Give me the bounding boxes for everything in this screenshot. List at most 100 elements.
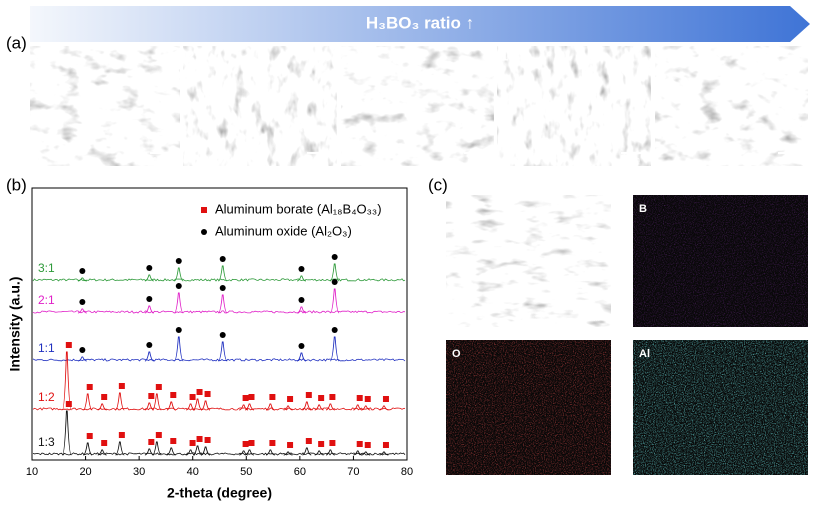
peak <box>353 404 363 411</box>
scale-label: 100 nm <box>576 316 600 323</box>
marker <box>196 436 203 442</box>
x-tick-label: 40 <box>187 466 199 478</box>
peak <box>152 393 162 411</box>
x-tick-label: 20 <box>79 466 91 478</box>
peak <box>83 393 93 411</box>
y-axis-label: Intensity (a.u.) <box>7 277 23 372</box>
peak <box>186 449 196 456</box>
marker <box>287 396 294 402</box>
peak <box>361 451 371 456</box>
peak <box>115 441 125 456</box>
peak <box>379 405 389 411</box>
peak <box>379 451 389 456</box>
x-axis-label: 2-theta (degree) <box>167 485 272 501</box>
series-label: 1:1 <box>38 341 55 355</box>
peak <box>201 400 211 411</box>
peak <box>283 451 293 456</box>
marker <box>298 343 305 349</box>
marker <box>79 299 86 305</box>
peak <box>115 392 125 411</box>
peak <box>353 450 363 456</box>
scale-label: 1 μm <box>310 157 326 164</box>
x-tick-label: 80 <box>401 466 413 478</box>
marker <box>148 393 155 399</box>
marker <box>331 279 338 285</box>
marker <box>65 401 72 407</box>
peak <box>265 449 275 456</box>
x-tick-label: 70 <box>347 466 359 478</box>
marker <box>269 440 276 446</box>
scale-label: 1 μm <box>153 157 169 164</box>
map-label: Al <box>639 348 650 360</box>
peak <box>218 341 228 362</box>
marker <box>331 327 338 333</box>
peak <box>166 447 176 456</box>
marker <box>364 396 371 402</box>
series-label: 2:1 <box>38 293 55 307</box>
peak <box>174 267 184 282</box>
peak <box>144 274 154 282</box>
marker <box>298 266 305 272</box>
marker <box>219 256 226 262</box>
trace-baseline <box>32 452 406 456</box>
marker <box>248 394 255 400</box>
trace-baseline <box>32 407 406 411</box>
peak <box>218 265 228 282</box>
image-label: 1:3 <box>659 48 678 63</box>
arrow-label: H₃BO₃ ratio ↑ <box>366 13 474 32</box>
peak <box>83 442 93 456</box>
sem-image <box>655 46 808 166</box>
marker <box>175 327 182 333</box>
peak <box>296 352 306 362</box>
x-tick-label: 60 <box>294 466 306 478</box>
x-tick-label: 50 <box>240 466 252 478</box>
peak <box>297 275 306 282</box>
sem-image <box>30 46 180 166</box>
map-label: B <box>639 203 647 215</box>
marker <box>331 254 338 260</box>
marker <box>201 229 207 235</box>
marker <box>86 433 93 439</box>
marker <box>196 389 203 395</box>
peak <box>218 294 228 314</box>
panel-label: (c) <box>428 175 448 194</box>
x-tick-label: 10 <box>26 466 38 478</box>
sem-image <box>446 195 611 327</box>
marker <box>318 395 325 401</box>
sem-image <box>497 46 651 166</box>
marker <box>364 442 371 448</box>
map-label: O <box>452 348 461 360</box>
peak <box>245 403 254 411</box>
image-label: 3:1 <box>34 48 53 63</box>
marker <box>242 395 249 401</box>
marker <box>155 384 162 390</box>
marker <box>175 283 182 289</box>
marker <box>86 384 93 390</box>
peak <box>330 288 340 314</box>
eds-map <box>633 195 808 327</box>
series-label: 3:1 <box>38 261 55 275</box>
marker <box>248 440 255 446</box>
panel-label: (b) <box>6 175 27 194</box>
marker <box>204 391 211 397</box>
image-label: 2:1 <box>187 48 206 63</box>
eds-map <box>446 340 611 475</box>
scale-label: 1 μm <box>467 157 483 164</box>
marker <box>170 438 177 444</box>
marker <box>298 297 305 303</box>
marker <box>146 265 153 271</box>
marker <box>219 285 226 291</box>
marker <box>155 432 162 438</box>
marker <box>170 392 177 398</box>
image-label: 1:1 <box>345 48 364 63</box>
legend-label: Aluminum oxide (Al₂O₃) <box>215 223 352 238</box>
panel-label: (a) <box>6 33 27 52</box>
plot-frame <box>31 187 408 461</box>
peak <box>193 398 203 411</box>
marker <box>356 395 363 401</box>
marker <box>356 441 363 447</box>
peak <box>361 405 371 411</box>
sem-image <box>183 46 337 166</box>
marker <box>79 268 86 274</box>
